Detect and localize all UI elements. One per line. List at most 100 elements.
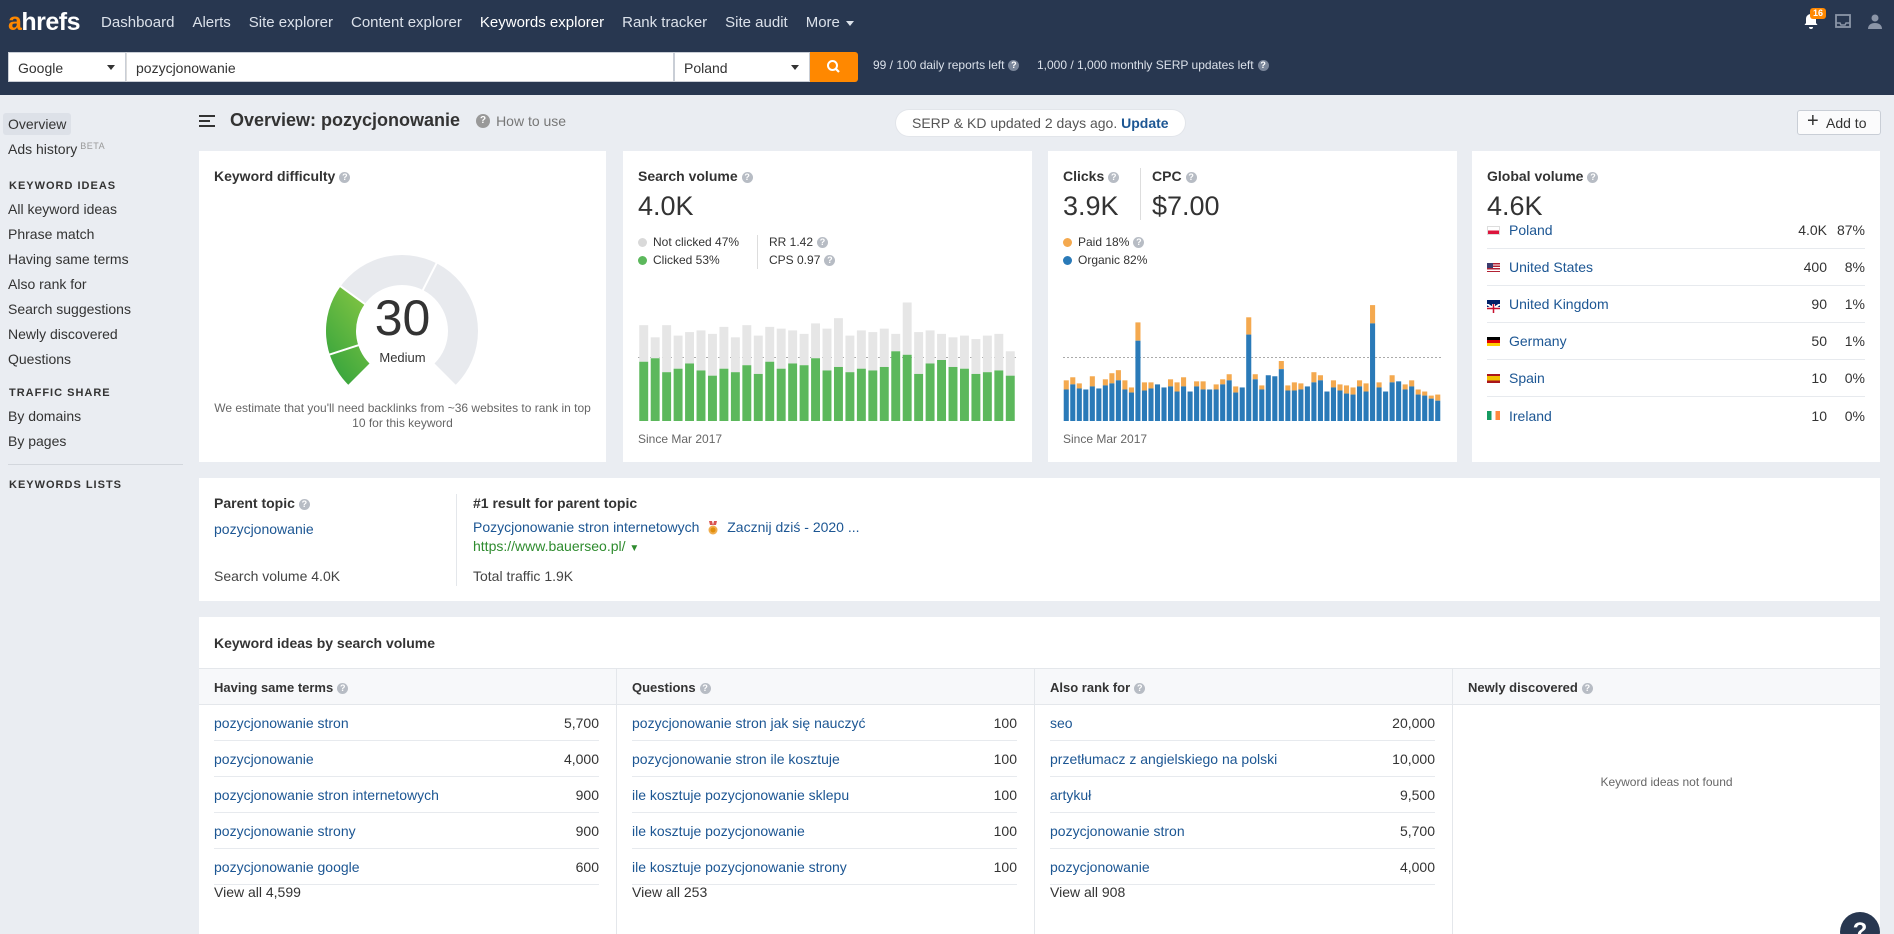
bar-total [845, 335, 855, 373]
top-result-url[interactable]: https://www.bauerseo.pl/ ▼ [473, 538, 640, 554]
flag-icon [1487, 225, 1500, 235]
help-icon[interactable]: ? [298, 498, 310, 510]
country-percent: 8% [1844, 259, 1865, 275]
keyword-link[interactable]: przetłumacz z angielskiego na polski [1050, 750, 1278, 767]
nav-rank-tracker[interactable]: Rank tracker [622, 14, 708, 31]
help-icon[interactable]: ? [1008, 60, 1020, 72]
add-to-button[interactable]: Add to [1797, 110, 1881, 135]
bar-organic [1083, 389, 1089, 421]
bar-paid [1409, 380, 1415, 387]
bar-paid [1213, 384, 1219, 390]
url-dropdown-icon[interactable]: ▼ [629, 543, 640, 554]
sidebar-item-also-rank-for[interactable]: Also rank for [8, 276, 87, 292]
nav-site-audit[interactable]: Site audit [725, 14, 788, 31]
country-row: Ireland 10 0% [1487, 397, 1865, 434]
bar-clicked [765, 361, 775, 421]
sidebar-item-newly-discovered[interactable]: Newly discovered [8, 326, 118, 342]
view-all-link[interactable]: View all 253 [632, 884, 708, 900]
help-icon[interactable]: ? [699, 683, 711, 695]
sidebar-item-search-suggestions[interactable]: Search suggestions [8, 301, 131, 317]
country-link[interactable]: Poland [1509, 222, 1553, 238]
help-icon[interactable]: ? [1133, 237, 1145, 249]
help-icon[interactable]: ? [817, 237, 829, 249]
parent-topic-card: Parent topic? pozycjonowanie Search volu… [199, 478, 1880, 601]
legend-organic: Organic 82% [1063, 251, 1147, 269]
sidebar-item-questions[interactable]: Questions [8, 351, 72, 367]
nav-content-explorer[interactable]: Content explorer [351, 14, 462, 31]
bar-organic [1252, 379, 1258, 421]
country-link[interactable]: United States [1509, 259, 1594, 275]
country-link[interactable]: Ireland [1509, 407, 1552, 424]
help-icon[interactable]: ? [824, 255, 836, 267]
help-chat-button[interactable]: ? [1840, 912, 1880, 934]
bar-organic [1174, 391, 1180, 421]
keyword-link[interactable]: ile kosztuje pozycjonowanie sklepu [632, 786, 850, 803]
country-select[interactable]: Poland [674, 52, 810, 82]
country-link[interactable]: United Kingdom [1509, 296, 1609, 312]
user-icon[interactable] [1866, 12, 1884, 30]
search-engine-select[interactable]: Google [8, 52, 126, 82]
ahrefs-logo[interactable]: ahrefs [8, 8, 81, 36]
help-icon[interactable]: ? [1134, 683, 1146, 695]
country-link[interactable]: Spain [1509, 370, 1545, 386]
nav-site-explorer[interactable]: Site explorer [248, 14, 333, 31]
help-icon[interactable]: ? [337, 683, 349, 695]
divider [456, 494, 457, 586]
sidebar-item-by-domains[interactable]: By domains [8, 408, 82, 424]
update-link[interactable]: Update [1121, 115, 1169, 131]
keyword-link[interactable]: pozycjonowanie stron internetowych [214, 786, 439, 803]
keyword-link[interactable]: pozycjonowanie stron ile kosztuje [632, 750, 840, 767]
keyword-link[interactable]: pozycjonowanie google [214, 858, 360, 875]
menu-toggle-icon[interactable] [199, 114, 215, 127]
keyword-link[interactable]: pozycjonowanie [214, 750, 314, 767]
sidebar-item-ads-history[interactable]: Ads history BETA [8, 141, 106, 157]
keyword-volume: 4,000 [1399, 858, 1435, 875]
help-icon[interactable]: ? [1108, 171, 1120, 183]
keyword-input[interactable]: pozycjonowanie [126, 52, 674, 82]
top-result-link[interactable]: Pozycjonowanie stron internetowych Zaczn… [473, 519, 860, 535]
sidebar-item-all-keyword-ideas[interactable]: All keyword ideas [8, 201, 117, 217]
help-icon[interactable]: ? [339, 171, 351, 183]
sidebar-item-having-same-terms[interactable]: Having same terms [8, 251, 129, 267]
view-all-link[interactable]: View all 908 [1050, 884, 1126, 900]
bar-clicked [959, 368, 969, 421]
parent-topic-link[interactable]: pozycjonowanie [214, 521, 314, 537]
view-all-link[interactable]: View all 4,599 [214, 884, 301, 900]
bell-icon[interactable]: 16 [1802, 8, 1827, 30]
keyword-link[interactable]: pozycjonowanie stron [214, 714, 349, 731]
keyword-link[interactable]: pozycjonowanie stron jak się nauczyć [632, 714, 866, 731]
section-heading-keywords-lists[interactable]: KEYWORDS LISTS [9, 479, 123, 491]
inbox-icon[interactable] [1834, 12, 1852, 30]
keyword-link[interactable]: pozycjonowanie strony [214, 822, 356, 839]
nav-keywords-explorer[interactable]: Keywords explorer [479, 14, 605, 31]
help-icon[interactable]: ? [1185, 171, 1197, 183]
bar-clicked [937, 360, 947, 421]
bar-organic [1115, 380, 1121, 421]
help-icon[interactable]: ? [1587, 171, 1599, 183]
nav-dashboard[interactable]: Dashboard [101, 14, 175, 31]
nav-more[interactable]: More [806, 14, 854, 31]
bar-organic [1370, 323, 1376, 421]
bar-organic [1226, 380, 1232, 421]
keyword-link[interactable]: ile kosztuje pozycjonowanie [632, 822, 805, 839]
keyword-link[interactable]: artykuł [1050, 786, 1092, 803]
flag-icon [1487, 411, 1500, 420]
sidebar-item-phrase-match[interactable]: Phrase match [8, 226, 95, 242]
how-to-use-link[interactable]: ? How to use [476, 113, 566, 129]
country-link[interactable]: Germany [1509, 333, 1567, 349]
keyword-link[interactable]: pozycjonowanie [1050, 858, 1150, 875]
help-icon[interactable]: ? [741, 171, 753, 183]
help-icon[interactable]: ? [1581, 683, 1593, 695]
help-icon[interactable]: ? [1257, 60, 1269, 72]
clicks-legend: Not clicked 47% Clicked 53% [638, 233, 739, 269]
keyword-link[interactable]: seo [1050, 714, 1073, 731]
empty-state: Keyword ideas not found [1600, 775, 1733, 789]
nav-alerts[interactable]: Alerts [192, 14, 231, 31]
keyword-link[interactable]: ile kosztuje pozycjonowanie strony [632, 858, 847, 875]
search-button[interactable] [810, 52, 858, 82]
sidebar-item-by-pages[interactable]: By pages [8, 433, 67, 449]
bar-organic [1187, 391, 1193, 421]
keyword-row: pozycjonowanie stron 5,700 [1050, 813, 1435, 849]
keyword-link[interactable]: pozycjonowanie stron [1050, 822, 1185, 839]
sidebar-item-overview[interactable]: Overview [3, 113, 72, 135]
